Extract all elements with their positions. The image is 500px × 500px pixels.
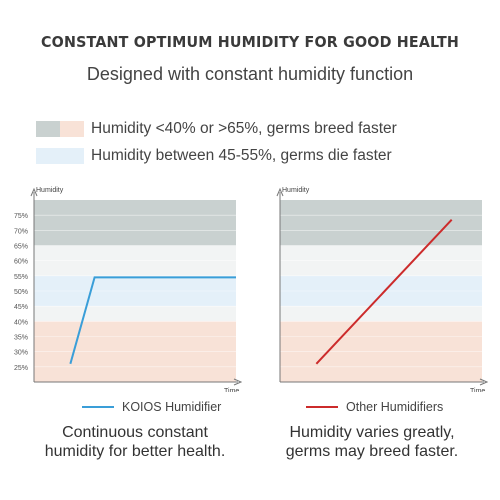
other-caption-line-1: Humidity varies greatly,: [289, 424, 455, 441]
y-tick-label: 75%: [14, 213, 28, 220]
y-tick-label: 70%: [14, 228, 28, 235]
series-line: [315, 219, 453, 365]
page-subtitle: Designed with constant humidity function: [86, 64, 414, 84]
y-tick-label: 50%: [14, 289, 28, 296]
x-axis-label: Time: [224, 388, 239, 392]
y-axis-arrow: [276, 187, 284, 197]
other-legend-label: Other Humidifiers: [346, 400, 444, 414]
koios-caption-line-2: humidity for better health.: [44, 443, 226, 460]
koios-legend-label: KOIOS Humidifier: [122, 400, 222, 414]
zone-band-high: [280, 200, 482, 246]
y-tick-label: 30%: [14, 350, 28, 357]
x-axis-label: Time: [470, 388, 485, 392]
koios-legend-line: [82, 406, 114, 408]
y-tick-label: 45%: [14, 304, 28, 311]
koios-caption: Continuous constant humidity for better …: [15, 423, 255, 461]
y-tick-label: 35%: [14, 335, 28, 342]
zone-band-high: [34, 200, 236, 246]
koios-humidity-chart: 25% 30% 35% 40% 45% 50% 55% 60% 65% 70% 75% Humidit…: [14, 187, 242, 392]
x-axis-arrow: [233, 378, 242, 386]
low-zone-swatch: [60, 121, 84, 137]
koios-series-legend: KOIOS Humidifier: [82, 400, 221, 414]
danger-zone-label: Humidity <40% or >65%, germs breed faste…: [91, 120, 397, 137]
y-tick-label: 25%: [14, 365, 28, 372]
other-series-legend: Other Humidifiers: [306, 400, 443, 414]
page-title: CONSTANT OPTIMUM HUMIDITY FOR GOOD HEALT…: [41, 33, 459, 51]
y-tick-label: 65%: [14, 244, 28, 251]
series-line: [69, 276, 236, 365]
other-legend-line: [306, 406, 338, 408]
y-tick-label: 60%: [14, 259, 28, 266]
safe-zone-label: Humidity between 45-55%, germs die faste…: [91, 147, 392, 164]
zone-legend-safe: Humidity between 45-55%, germs die faste…: [36, 147, 392, 165]
y-axis-arrow: [30, 187, 38, 197]
zone-band-mid: [34, 306, 236, 322]
y-tick-label: 40%: [14, 319, 28, 326]
safe-zone-swatch: [36, 148, 84, 164]
y-axis-label: Humidity: [282, 187, 310, 194]
koios-caption-line-1: Continuous constant: [62, 424, 208, 441]
high-zone-swatch: [36, 121, 60, 137]
other-caption: Humidity varies greatly, germs may breed…: [252, 423, 492, 461]
other-humidity-chart: Humidity Time: [276, 187, 488, 392]
zone-band-mid: [280, 306, 482, 322]
x-axis-arrow: [479, 378, 488, 386]
zone-legend-danger: Humidity <40% or >65%, germs breed faste…: [36, 120, 397, 138]
y-tick-label: 55%: [14, 274, 28, 281]
y-axis-label: Humidity: [36, 187, 64, 194]
other-caption-line-2: germs may breed faster.: [285, 443, 459, 460]
